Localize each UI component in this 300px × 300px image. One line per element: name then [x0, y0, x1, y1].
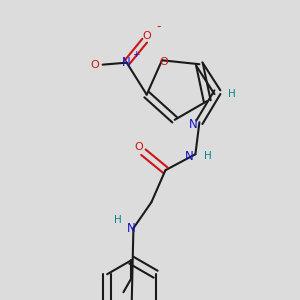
- Text: +: +: [132, 50, 140, 59]
- Text: -: -: [157, 20, 161, 33]
- Text: H: H: [203, 151, 211, 161]
- Text: N: N: [122, 56, 131, 69]
- Text: N: N: [185, 150, 194, 163]
- Text: O: O: [134, 142, 143, 152]
- Text: O: O: [142, 31, 151, 41]
- Text: H: H: [113, 215, 121, 225]
- Text: H: H: [227, 89, 235, 99]
- Text: O: O: [160, 57, 168, 67]
- Text: N: N: [189, 118, 198, 131]
- Text: O: O: [90, 60, 99, 70]
- Text: N: N: [127, 222, 136, 235]
